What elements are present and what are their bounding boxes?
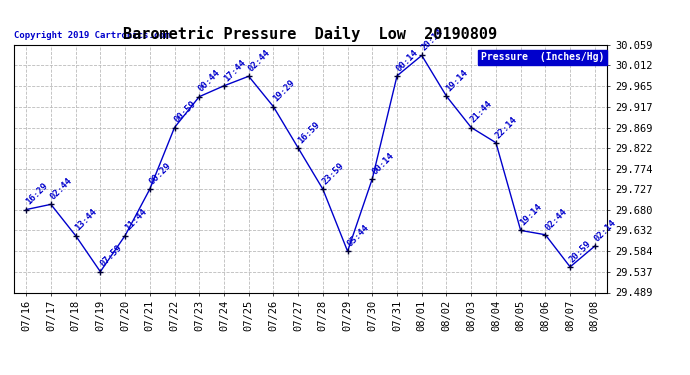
Text: 00:29: 00:29	[148, 161, 173, 186]
Text: 02:14: 02:14	[593, 218, 618, 243]
Text: 20:14: 20:14	[420, 27, 445, 53]
Text: 23:59: 23:59	[321, 161, 346, 186]
Text: 02:44: 02:44	[49, 176, 74, 202]
Text: 22:14: 22:14	[494, 114, 519, 140]
Text: 00:14: 00:14	[395, 48, 420, 73]
Text: 02:44: 02:44	[246, 48, 272, 74]
Text: 19:29: 19:29	[271, 78, 297, 104]
Text: 11:44: 11:44	[123, 207, 148, 233]
Text: 19:14: 19:14	[518, 202, 544, 228]
Text: 02:44: 02:44	[543, 207, 569, 232]
Text: 21:44: 21:44	[469, 99, 494, 125]
Text: 00:44: 00:44	[197, 69, 222, 94]
Text: 16:29: 16:29	[24, 182, 49, 207]
Title: Barometric Pressure  Daily  Low  20190809: Barometric Pressure Daily Low 20190809	[124, 27, 497, 42]
Text: 00:14: 00:14	[370, 151, 395, 176]
Text: Copyright 2019 Cartronics.com: Copyright 2019 Cartronics.com	[14, 31, 170, 40]
Text: 00:59: 00:59	[172, 99, 197, 125]
Text: Pressure  (Inches/Hg): Pressure (Inches/Hg)	[481, 53, 604, 62]
Text: 16:59: 16:59	[296, 120, 322, 145]
Text: 20:59: 20:59	[568, 239, 593, 264]
Text: 19:14: 19:14	[444, 68, 470, 93]
Text: 07:59: 07:59	[98, 243, 124, 269]
Text: 05:44: 05:44	[346, 223, 371, 249]
Text: 13:44: 13:44	[73, 207, 99, 233]
Text: 17:44: 17:44	[221, 58, 247, 83]
